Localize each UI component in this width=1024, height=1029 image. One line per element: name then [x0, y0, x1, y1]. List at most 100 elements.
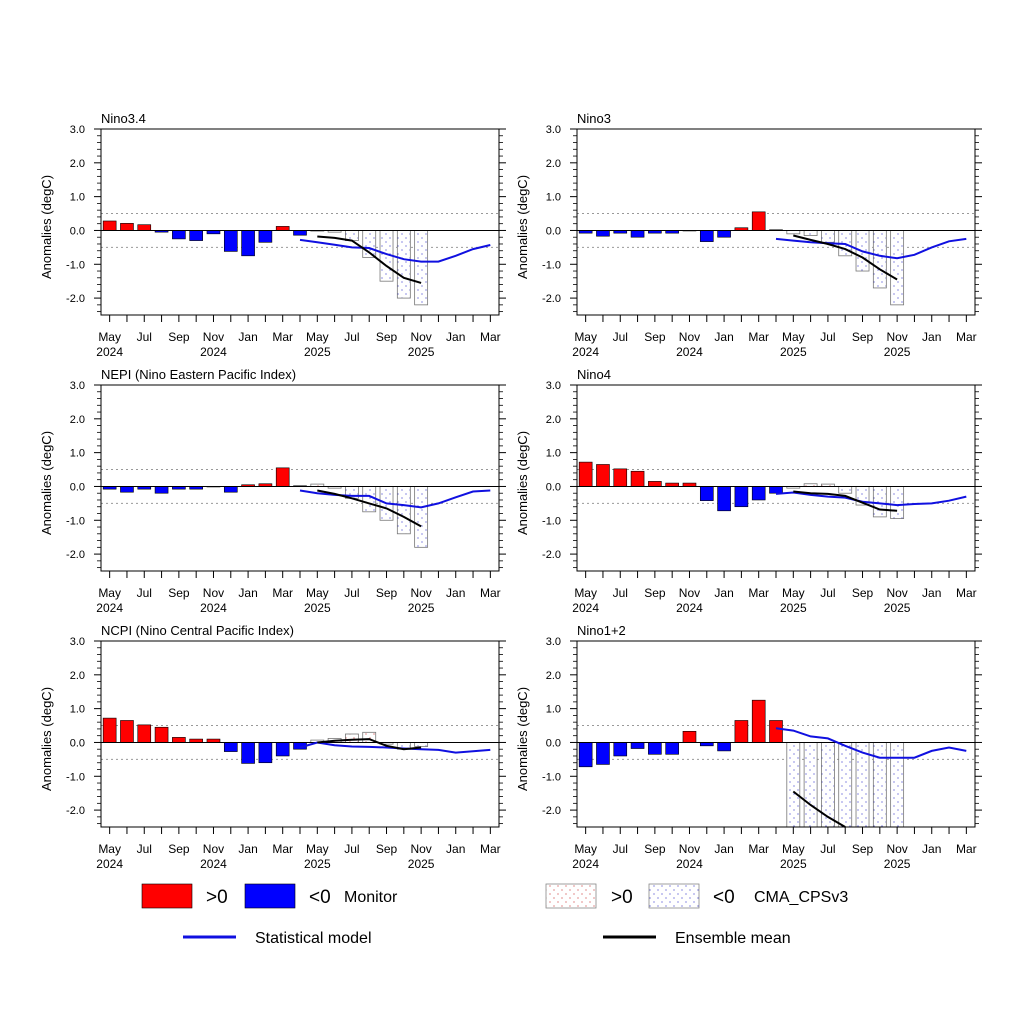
x-tick-label-month: Nov — [410, 842, 431, 856]
monitor-bar — [613, 468, 628, 487]
panel-3: NEPI (Nino Eastern Pacific Index) Anomali… — [39, 367, 506, 615]
x-tick-label-month: Nov — [886, 842, 907, 856]
x-tick-label-month: Jan — [714, 586, 733, 600]
legend-model-neg-label: <0 — [713, 887, 735, 908]
model-bar — [872, 486, 887, 518]
monitor-bar — [137, 224, 152, 231]
x-tick-label-year: 2025 — [884, 601, 911, 615]
x-tick-label-month: Jul — [344, 586, 359, 600]
monitor-bar — [630, 742, 645, 749]
x-tick-label-month: Jul — [820, 330, 835, 344]
x-tick-label-month: Mar — [272, 330, 293, 344]
panel-title: NCPI (Nino Central Pacific Index) — [101, 623, 294, 638]
x-tick-label-month: Sep — [644, 586, 666, 600]
monitor-bar — [648, 481, 662, 487]
y-tick-label: 1.0 — [546, 192, 561, 204]
plot-frame — [100, 128, 500, 316]
monitor-bar — [275, 226, 290, 231]
x-tick-label-year: 2025 — [304, 601, 331, 615]
monitor-bar — [699, 742, 714, 747]
panel-2: Nino3 Anomalies (degC) 3.0 2.0 1.0 0.0 -1.0 -2.… — [515, 111, 982, 359]
y-tick-label: 3.0 — [546, 380, 561, 392]
x-tick-label-month: May — [782, 842, 805, 856]
model-bar — [362, 486, 377, 513]
monitor-bar — [648, 742, 662, 755]
monitor-bar — [682, 482, 697, 487]
x-tick-label-year: 2024 — [572, 601, 599, 615]
y-tick-label: -2.0 — [542, 293, 561, 305]
x-tick-label-month: Jul — [137, 330, 152, 344]
y-tick-label: -2.0 — [66, 549, 85, 561]
ensemble-line — [317, 235, 422, 284]
x-tick-label-month: Mar — [748, 330, 769, 344]
monitor-bar — [102, 717, 117, 743]
x-tick-label-month: Jul — [820, 586, 835, 600]
model-bar — [890, 230, 905, 306]
x-tick-label-year: 2024 — [96, 601, 123, 615]
monitor-bar — [751, 699, 766, 743]
monitor-bar — [172, 230, 186, 240]
x-tick-label-year: 2025 — [780, 601, 807, 615]
y-tick-label: 0.0 — [546, 737, 561, 749]
x-tick-label-month: Jul — [137, 586, 152, 600]
x-tick-label-month: Nov — [203, 842, 224, 856]
x-tick-label-year: 2024 — [572, 345, 599, 359]
x-tick-label-month: Sep — [644, 330, 666, 344]
monitor-bar — [717, 230, 731, 238]
x-tick-label-month: Jul — [613, 330, 628, 344]
y-tick-label: 0.0 — [70, 481, 85, 493]
model-bar — [414, 742, 429, 747]
y-tick-label: -1.0 — [66, 259, 85, 271]
monitor-bar — [120, 486, 134, 493]
x-tick-label-month: May — [782, 330, 805, 344]
panel-title: NEPI (Nino Eastern Pacific Index) — [101, 367, 296, 382]
panel-6: Nino1+2 Anomalies (degC) 3.0 2.0 1.0 0.0 -1.0 -… — [515, 623, 982, 871]
model-bar — [838, 486, 853, 494]
monitor-bar — [596, 742, 610, 765]
y-tick-label: 1.0 — [70, 704, 85, 716]
x-tick-label-month: Sep — [376, 842, 398, 856]
monitor-bar — [769, 486, 783, 494]
monitor-bar — [258, 230, 273, 243]
x-tick-label-month: Jan — [922, 842, 941, 856]
ensemble-line — [793, 490, 898, 512]
monitor-bar — [578, 742, 593, 768]
monitor-bar — [154, 486, 169, 494]
y-axis-label: Anomalies (degC) — [39, 687, 54, 791]
legend-ensemble-label: Ensemble mean — [675, 930, 791, 947]
x-tick-label-year: 2024 — [200, 345, 227, 359]
x-tick-label-month: Mar — [748, 586, 769, 600]
x-tick-label-month: Jul — [613, 842, 628, 856]
x-tick-label-year: 2025 — [408, 345, 435, 359]
monitor-bar — [293, 230, 307, 236]
model-bar — [890, 742, 905, 828]
monitor-bar — [596, 230, 610, 237]
x-tick-label-month: Nov — [203, 330, 224, 344]
legend-monitor-neg-label: <0 — [309, 887, 331, 908]
y-axis-label: Anomalies (degC) — [515, 687, 530, 791]
x-tick-label-month: Jan — [714, 842, 733, 856]
x-tick-label-month: Jul — [344, 842, 359, 856]
statistical-line — [299, 238, 491, 263]
y-tick-label: -1.0 — [542, 771, 561, 783]
monitor-bar — [717, 486, 731, 512]
model-bar — [414, 230, 429, 306]
y-tick-label: 3.0 — [546, 124, 561, 136]
x-tick-label-month: Mar — [956, 586, 977, 600]
x-tick-label-year: 2025 — [408, 601, 435, 615]
x-tick-label-month: Mar — [272, 586, 293, 600]
legend: >0 <0 Monitor >0 <0 CMA_CPSv3 Statistica… — [141, 883, 848, 947]
ensemble-line — [793, 234, 898, 281]
x-tick-label-month: May — [574, 330, 597, 344]
x-tick-label-month: Nov — [886, 330, 907, 344]
monitor-bar — [578, 461, 593, 487]
x-tick-label-year: 2024 — [676, 345, 703, 359]
x-tick-label-month: Mar — [272, 842, 293, 856]
x-tick-label-month: Sep — [168, 586, 190, 600]
x-tick-label-month: Sep — [852, 586, 874, 600]
monitor-bar — [223, 742, 238, 752]
x-tick-label-year: 2024 — [676, 857, 703, 871]
monitor-bar — [682, 730, 697, 743]
